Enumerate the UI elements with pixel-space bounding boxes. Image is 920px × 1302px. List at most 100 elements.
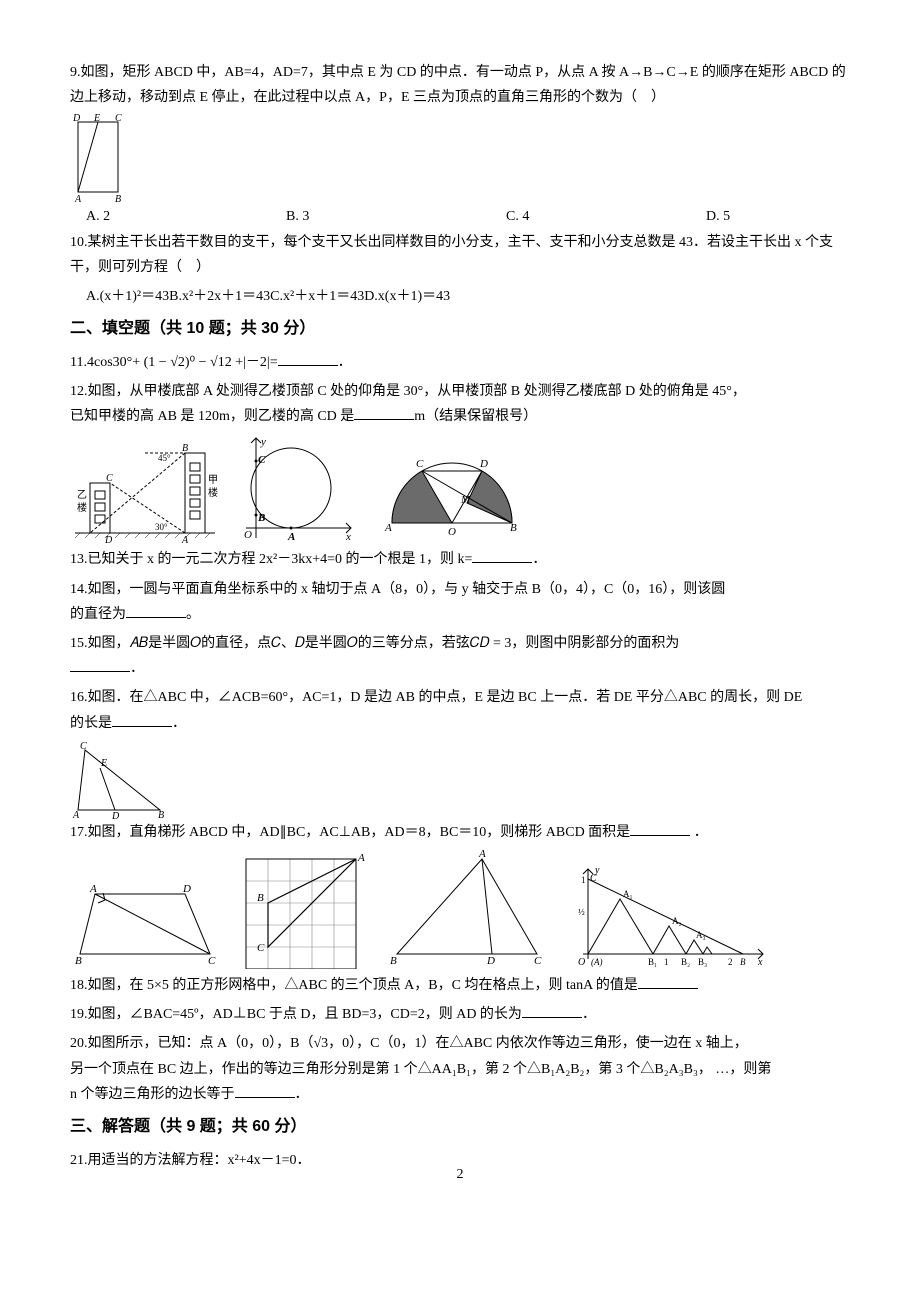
svg-text:B: B xyxy=(510,522,517,534)
svg-text:y: y xyxy=(260,436,266,448)
svg-text:D: D xyxy=(486,955,495,967)
q9-text: 9.如图，矩形 ABCD 中，AB=4，AD=7，其中点 E 为 CD 的中点．… xyxy=(70,65,846,105)
label-A: A xyxy=(74,194,82,204)
svg-text:B: B xyxy=(390,955,397,967)
q15: 15.如图，𝐴𝐵是半圆𝑂的直径，点𝐶、𝐷是半圆𝑂的三等分点，若弦𝐶𝐷 = 3，则… xyxy=(70,631,850,681)
svg-text:O: O xyxy=(448,526,456,538)
svg-text:A: A xyxy=(181,535,189,543)
q9-figure: A B C D E xyxy=(70,114,850,204)
q16-figure: C A B D E xyxy=(70,740,850,820)
q17-after: ． xyxy=(690,825,708,840)
q9-opt-c: C. 4 xyxy=(506,204,706,229)
fig-series: O (A) C y x 1 ½ A₁ A₂ A₃ B₁ 1 B₂ B₃ B 2 xyxy=(568,859,768,969)
svg-text:B: B xyxy=(257,892,264,904)
q12-line2-after: m（结果保留根号） xyxy=(414,409,537,424)
q20-blank xyxy=(235,1084,295,1098)
svg-text:1: 1 xyxy=(581,875,586,885)
svg-text:M: M xyxy=(460,494,471,506)
q12-figures: A B C D 45° 30° 乙 楼 甲 楼 O A B C x y xyxy=(70,433,850,543)
q11: 11.4cos30°+ (1 − √2)⁰ − √12 +|－2|=． xyxy=(70,350,850,375)
q19: 19.如图，∠BAC=45º，AD⊥BC 于点 D，且 BD=3，CD=2，则 … xyxy=(70,1002,850,1027)
q12-line1: 12.如图，从甲楼底部 A 处测得乙楼顶部 C 处的仰角是 30°，从甲楼顶部 … xyxy=(70,379,850,404)
svg-text:B₁: B₁ xyxy=(648,957,657,967)
svg-text:乙: 乙 xyxy=(77,489,87,501)
page-number: 2 xyxy=(0,1162,920,1187)
svg-text:A: A xyxy=(357,852,365,864)
svg-text:A: A xyxy=(287,531,295,543)
q12-blank xyxy=(354,406,414,420)
q19-before: 19.如图，∠BAC=45º，AD⊥BC 于点 D，且 BD=3，CD=2，则 … xyxy=(70,1007,522,1022)
q19-after: ． xyxy=(582,1007,596,1022)
section-3-header: 三、解答题（共 9 题；共 60 分） xyxy=(70,1113,850,1142)
svg-text:B: B xyxy=(182,443,188,454)
svg-text:45°: 45° xyxy=(158,453,171,463)
svg-text:O: O xyxy=(244,529,252,541)
q15-after: ． xyxy=(130,661,144,676)
q10: 10.某树主干长出若干数目的支干，每个支干又长出同样数目的小分支，主干、支干和小… xyxy=(70,230,850,280)
svg-text:D: D xyxy=(111,811,120,820)
q9-options: A. 2 B. 3 C. 4 D. 5 xyxy=(86,204,850,229)
svg-text:D: D xyxy=(104,535,113,543)
q14: 14.如图，一圆与平面直角坐标系中的 x 轴切于点 A（8，0），与 y 轴交于… xyxy=(70,577,850,627)
svg-text:C: C xyxy=(80,741,87,752)
q15-blank xyxy=(70,658,130,672)
svg-text:B₃: B₃ xyxy=(698,957,707,967)
q16-blank xyxy=(112,713,172,727)
svg-text:B: B xyxy=(158,810,164,820)
label-D: D xyxy=(72,114,81,124)
q14-line2-before: 的直径为 xyxy=(70,607,126,622)
q15-line1: 15.如图，𝐴𝐵是半圆𝑂的直径，点𝐶、𝐷是半圆𝑂的三等分点，若弦𝐶𝐷 = 3，则… xyxy=(70,631,850,656)
svg-text:1: 1 xyxy=(664,957,669,967)
svg-text:A: A xyxy=(384,522,392,534)
svg-text:A₃: A₃ xyxy=(696,930,706,940)
svg-text:C: C xyxy=(416,458,424,470)
q18-before: 18.如图，在 5×5 的正方形网格中，△ABC 的三个顶点 A，B，C 均在格… xyxy=(70,978,638,993)
svg-text:30°: 30° xyxy=(155,522,168,532)
svg-text:x: x xyxy=(757,957,763,968)
svg-text:D: D xyxy=(479,458,488,470)
q16-line2-before: 的长是 xyxy=(70,716,112,731)
q16: 16.如图．在△ABC 中，∠ACB=60°，AC=1，D 是边 AB 的中点，… xyxy=(70,685,850,735)
svg-text:C: C xyxy=(106,473,113,484)
fig-trapezoid: A D B C xyxy=(70,879,220,969)
q9-opt-b: B. 3 xyxy=(286,204,506,229)
svg-text:D: D xyxy=(182,883,191,895)
q20-line3-before: n 个等边三角形的边长等于 xyxy=(70,1087,235,1102)
q17-figures: A D B C A B C A B C D xyxy=(70,849,850,969)
svg-text:C: C xyxy=(257,942,265,954)
q16-line1: 16.如图．在△ABC 中，∠ACB=60°，AC=1，D 是边 AB 的中点，… xyxy=(70,685,850,710)
q9-opt-d: D. 5 xyxy=(706,204,846,229)
q20-line1: 20.如图所示，已知：点 A（0，0），B（√3，0），C（0，1）在△ABC … xyxy=(70,1031,850,1056)
q17: 17.如图，直角梯形 ABCD 中，AD∥BC，AC⊥AB，AD＝8，BC＝10… xyxy=(70,820,850,845)
fig-circle-axes: O A B C x y xyxy=(236,433,356,543)
svg-text:x: x xyxy=(345,531,351,543)
q14-blank xyxy=(126,604,186,618)
q18-blank xyxy=(638,975,698,989)
q12-line2-before: 已知甲楼的高 AB 是 120m，则乙楼的高 CD 是 xyxy=(70,409,354,424)
svg-text:B: B xyxy=(75,955,82,967)
svg-text:楼: 楼 xyxy=(77,501,87,514)
fig-grid: A B C xyxy=(236,849,366,969)
q11-after: ． xyxy=(338,355,352,370)
q9-opt-a: A. 2 xyxy=(86,204,286,229)
svg-text:A₁: A₁ xyxy=(623,889,633,899)
q20-line3-after: ． xyxy=(295,1087,309,1102)
q13-before: 13.已知关于 x 的一元二次方程 2x²－3kx+4=0 的一个根是 1，则 … xyxy=(70,552,472,567)
q9: 9.如图，矩形 ABCD 中，AB=4，AD=7，其中点 E 为 CD 的中点．… xyxy=(70,60,850,110)
svg-text:A: A xyxy=(72,810,80,820)
svg-text:楼: 楼 xyxy=(208,486,218,499)
q20: 20.如图所示，已知：点 A（0，0），B（√3，0），C（0，1）在△ABC … xyxy=(70,1031,850,1107)
q17-before: 17.如图，直角梯形 ABCD 中，AD∥BC，AC⊥AB，AD＝8，BC＝10… xyxy=(70,825,630,840)
svg-text:y: y xyxy=(594,865,600,876)
q14-line2-after: 。 xyxy=(186,607,200,622)
q10-text: 10.某树主干长出若干数目的支干，每个支干又长出同样数目的小分支，主干、支干和小… xyxy=(70,235,833,275)
q20-line2: 另一个顶点在 BC 边上，作出的等边三角形分别是第 1 个△AA₁B₁，第 2 … xyxy=(70,1057,850,1082)
label-B: B xyxy=(115,194,121,204)
q13-blank xyxy=(472,549,532,563)
label-C: C xyxy=(115,114,122,124)
q17-blank xyxy=(630,822,690,836)
svg-text:O: O xyxy=(578,957,585,968)
fig-semicircle: A B C D O M xyxy=(372,453,532,543)
q13: 13.已知关于 x 的一元二次方程 2x²－3kx+4=0 的一个根是 1，则 … xyxy=(70,547,850,572)
q11-blank xyxy=(278,352,338,366)
